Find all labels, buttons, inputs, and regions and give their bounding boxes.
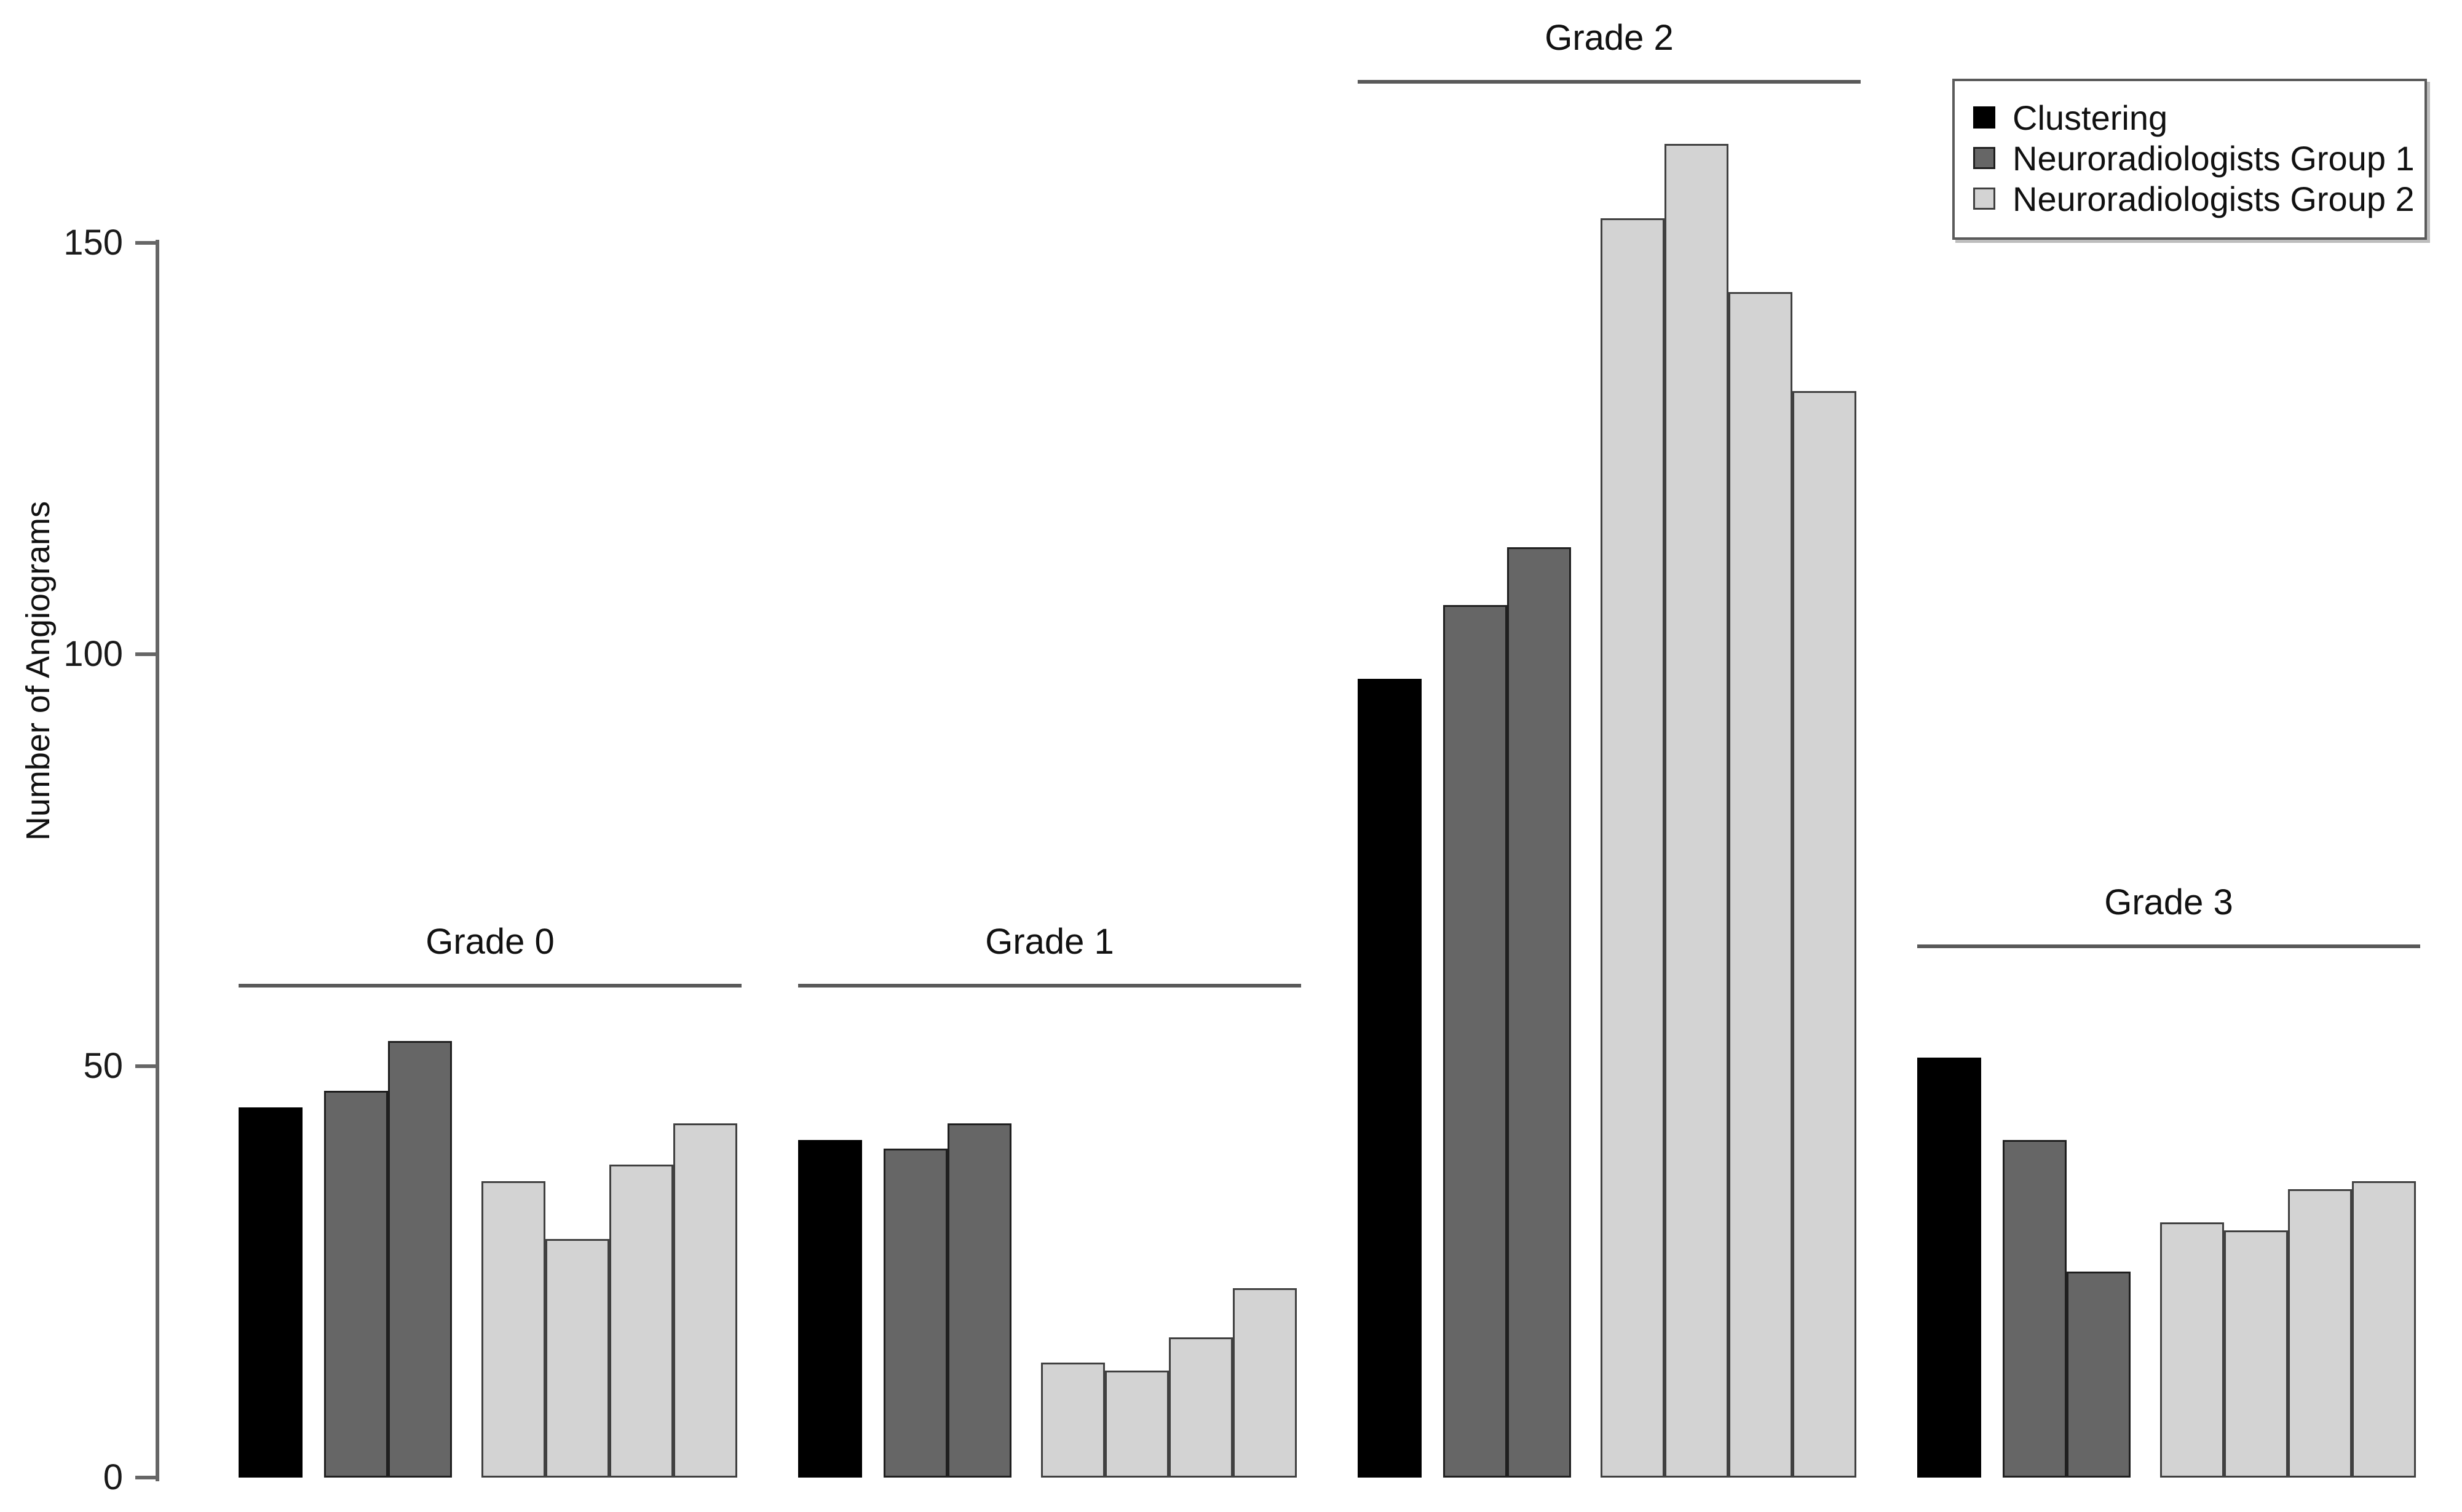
grade-group-label: Grade 0 — [426, 922, 555, 962]
bar-group2 — [1601, 218, 1664, 1478]
bar-group1 — [884, 1148, 948, 1478]
grade-group-underline — [239, 984, 742, 988]
legend-label: Neuroradiologists Group 1 — [2013, 138, 2415, 178]
y-tick-label: 150 — [63, 222, 123, 263]
bar-group1 — [2003, 1140, 2067, 1478]
grade-group-label: Grade 1 — [985, 922, 1114, 962]
grade-group-underline — [798, 984, 1301, 988]
grade-group-label: Grade 2 — [1545, 18, 1674, 58]
bar-group2 — [545, 1238, 609, 1478]
legend-swatch-group1 — [1973, 147, 1995, 169]
bar-group2 — [609, 1165, 673, 1478]
bar-group1 — [388, 1041, 452, 1478]
legend-swatch-group2 — [1973, 188, 1995, 210]
y-tick-label: 0 — [103, 1457, 123, 1497]
grade-group-underline — [1358, 80, 1861, 84]
bar-group2 — [1105, 1370, 1169, 1478]
y-tick-label: 50 — [83, 1045, 123, 1086]
bar-group2 — [2224, 1230, 2288, 1478]
legend-row: Neuroradiologists Group 1 — [1973, 138, 2415, 178]
y-tick — [135, 240, 156, 245]
y-tick-label: 100 — [63, 634, 123, 675]
bar-group1 — [324, 1090, 388, 1478]
bar-group1 — [2067, 1272, 2131, 1478]
grade-group-label: Grade 3 — [2104, 882, 2233, 922]
bar-group2 — [673, 1123, 737, 1478]
bar-group2 — [1169, 1337, 1233, 1478]
bar-group2 — [1233, 1288, 1297, 1478]
bar-clustering — [1358, 679, 1422, 1478]
legend-label: Neuroradiologists Group 2 — [2013, 179, 2415, 218]
bar-clustering — [239, 1107, 303, 1478]
y-axis-line — [156, 240, 159, 1481]
bar-group2 — [1792, 390, 1856, 1478]
bar-group2 — [2160, 1222, 2224, 1478]
bar-group2 — [481, 1181, 545, 1478]
legend-label: Clustering — [2013, 98, 2168, 137]
legend-box: Clustering Neuroradiologists Group 1 Neuro… — [1952, 79, 2427, 240]
bar-group2 — [2288, 1189, 2352, 1478]
bar-group1 — [1507, 547, 1571, 1478]
y-tick — [135, 652, 156, 657]
bar-group1 — [1443, 604, 1507, 1478]
legend-row: Clustering — [1973, 97, 2167, 138]
bar-group2 — [1664, 144, 1728, 1478]
bar-clustering — [798, 1140, 862, 1478]
grade-group-underline — [1917, 944, 2420, 948]
legend-row: Neuroradiologists Group 2 — [1973, 178, 2415, 219]
bar-clustering — [1917, 1058, 1981, 1478]
y-tick — [135, 1476, 156, 1479]
bar-group1 — [948, 1123, 1011, 1478]
bar-group2 — [2352, 1181, 2416, 1478]
bar-group2 — [1041, 1362, 1105, 1478]
y-tick — [135, 1064, 156, 1068]
bar-group2 — [1728, 292, 1792, 1478]
legend-swatch-clustering — [1973, 106, 1995, 129]
